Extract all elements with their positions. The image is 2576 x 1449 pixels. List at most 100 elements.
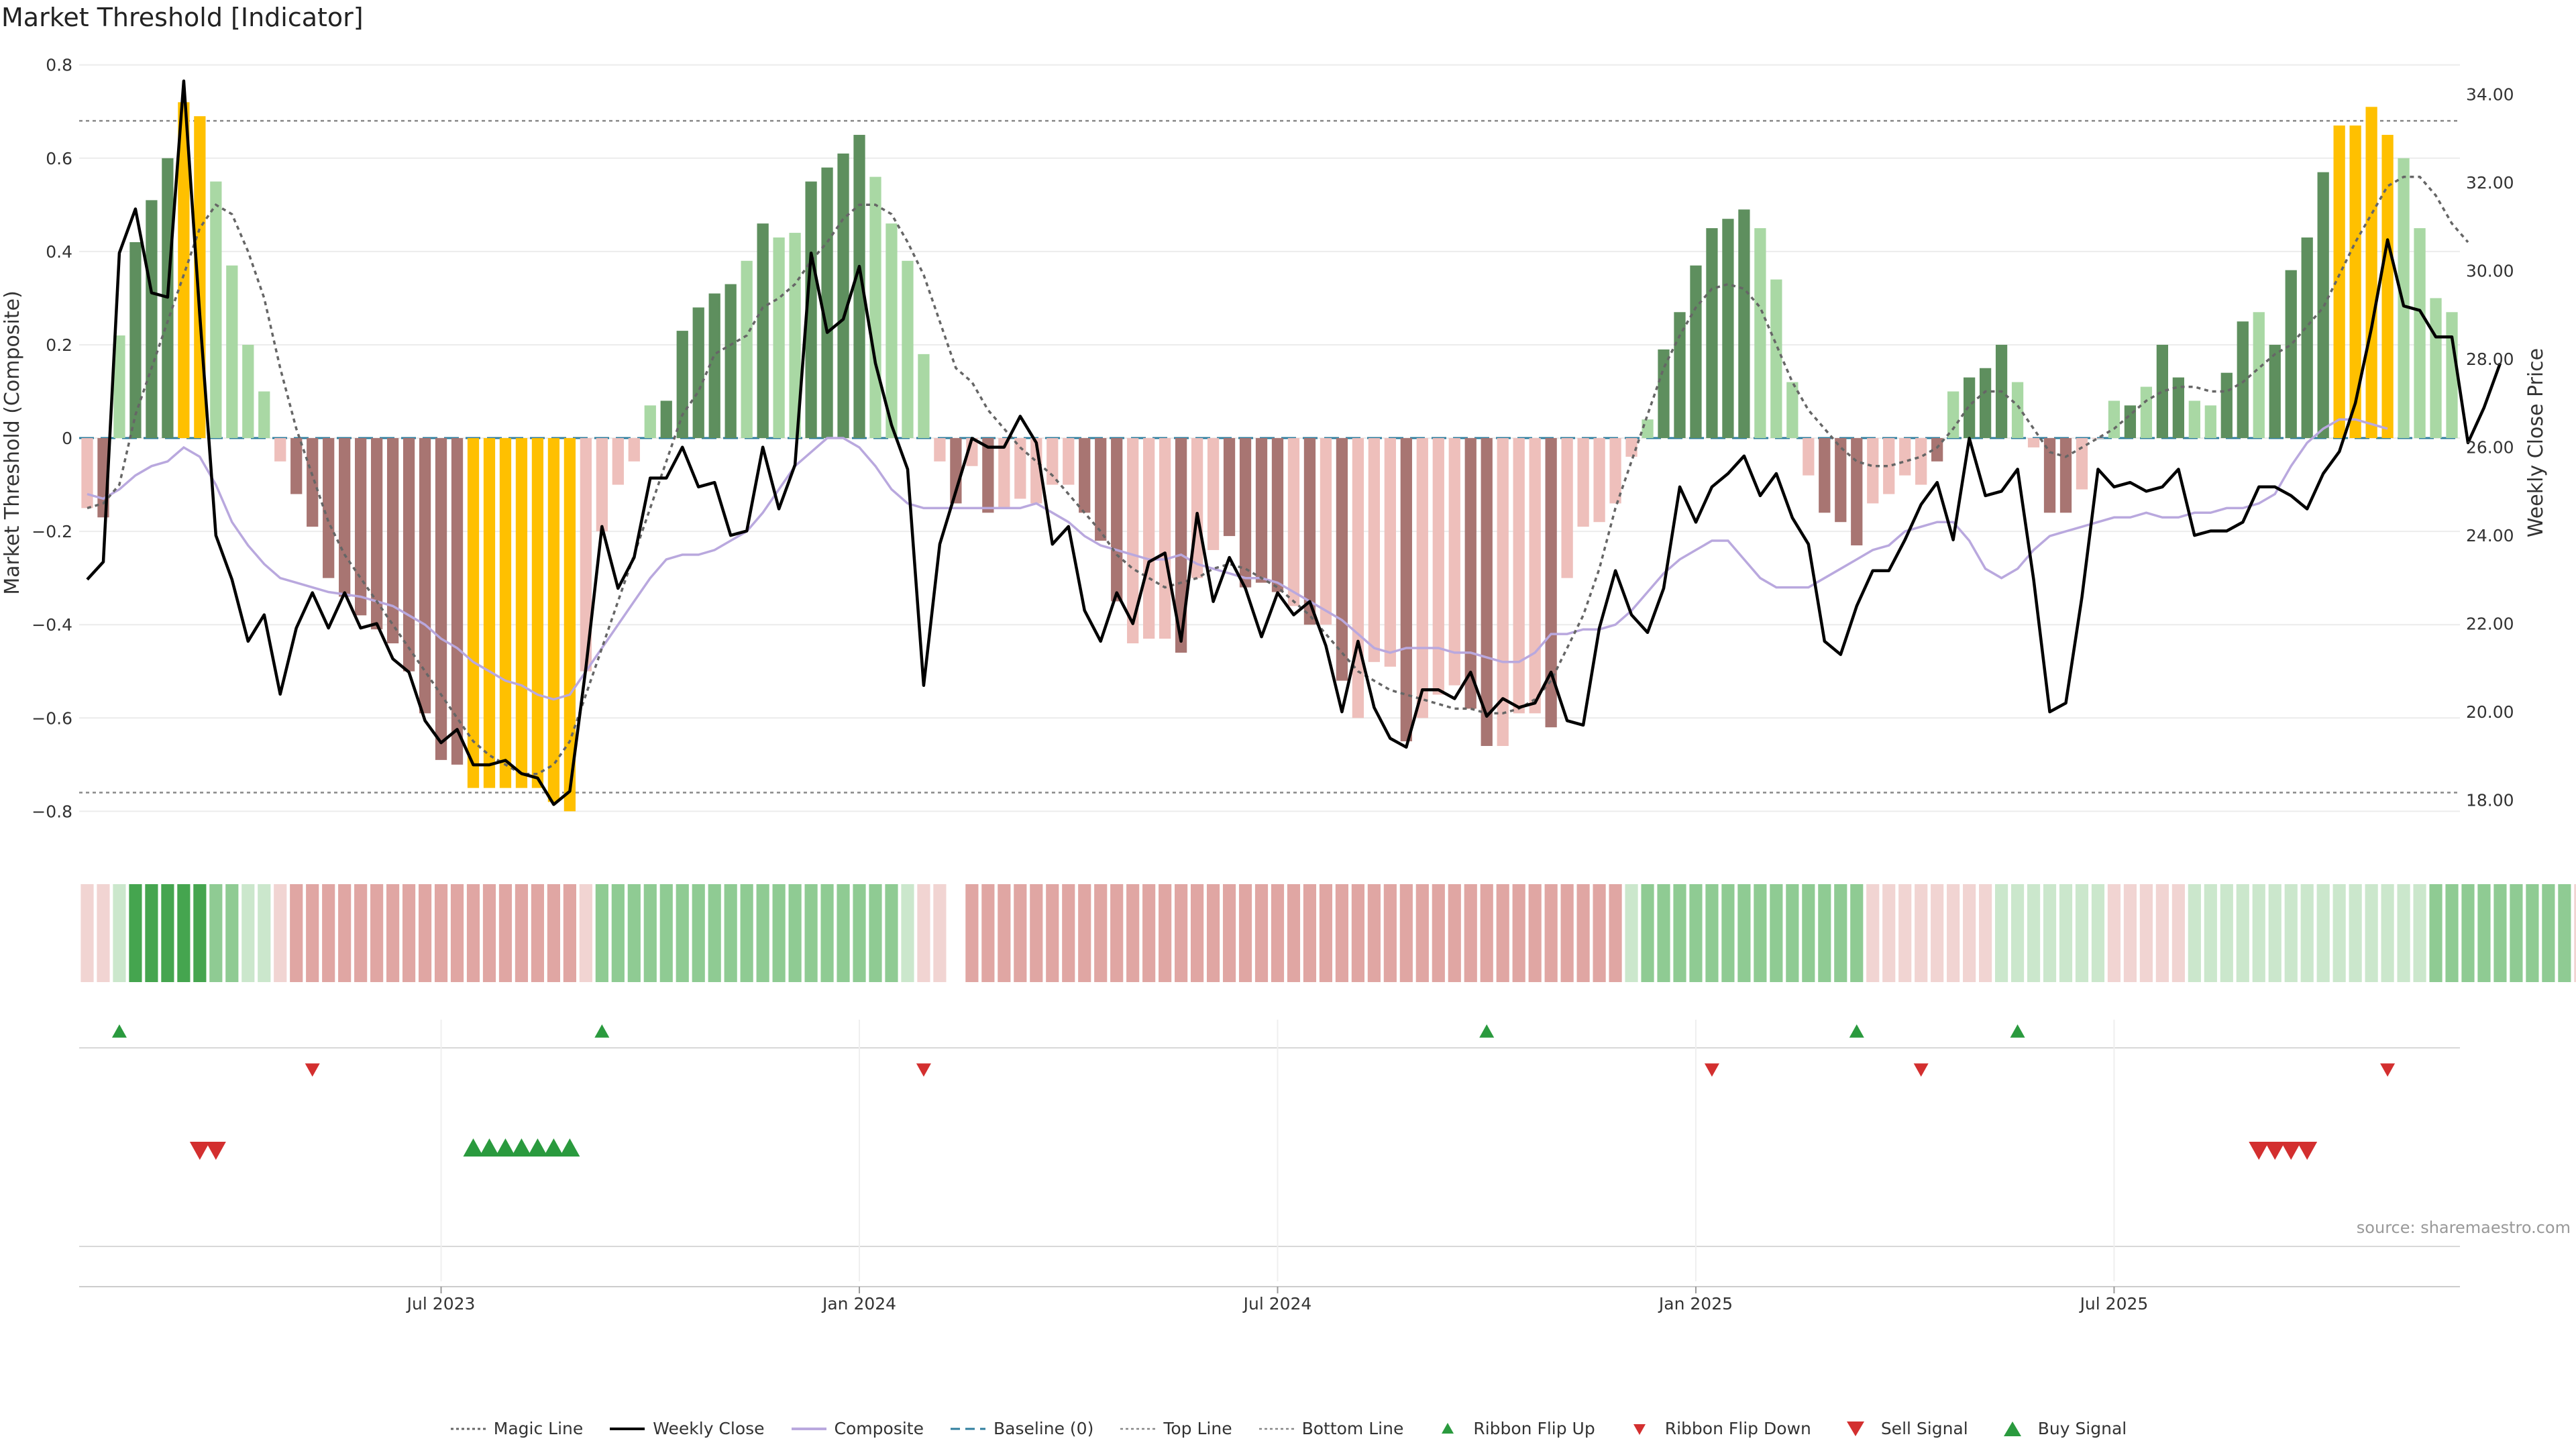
composite-bar — [1239, 438, 1252, 588]
legend-label: Ribbon Flip Up — [1473, 1419, 1595, 1438]
composite-bar — [1577, 438, 1589, 527]
dotted-gray-line-icon — [1258, 1419, 1295, 1438]
ribbon-cell — [2123, 884, 2137, 982]
ribbon-cell — [1367, 884, 1381, 982]
composite-bar — [1609, 438, 1621, 504]
composite-bar — [515, 438, 528, 788]
sell-signal-marker — [189, 1142, 210, 1160]
y2-tick-label: 22.00 — [2466, 614, 2514, 634]
composite-bar — [483, 438, 496, 788]
ribbon-cell — [1432, 884, 1445, 982]
composite-bar — [1513, 438, 1525, 714]
ribbon-cell — [611, 884, 625, 982]
ribbon-cell — [2188, 884, 2201, 982]
composite-bar — [226, 265, 238, 439]
composite-bar — [1432, 438, 1444, 695]
composite-bar — [178, 102, 190, 439]
legend-item-bottom-line: Bottom Line — [1258, 1419, 1403, 1438]
ribbon-flip-up-marker — [1479, 1024, 1495, 1038]
chart-title: Market Threshold [Indicator] — [1, 3, 364, 32]
ribbon-cell — [547, 884, 560, 982]
ribbon-cell — [2461, 884, 2475, 982]
composite-bar — [1223, 438, 1236, 537]
ribbon-cell — [1673, 884, 1686, 982]
composite-bar — [1320, 438, 1332, 625]
composite-bar — [129, 241, 142, 439]
legend-label: Buy Signal — [2037, 1419, 2127, 1438]
x-tick-label: Jul 2025 — [2079, 1294, 2149, 1313]
composite-bar — [2108, 400, 2121, 439]
ribbon-cell — [1464, 884, 1477, 982]
composite-bar — [1529, 438, 1541, 714]
composite-bar — [113, 335, 125, 439]
ribbon-cell — [1287, 884, 1301, 982]
ribbon-cell — [97, 884, 110, 982]
composite-bar — [1207, 438, 1220, 550]
signal-markers — [79, 1024, 2460, 1247]
ribbon-cell — [241, 884, 255, 982]
ribbon-cell — [837, 884, 850, 982]
ribbon-cell — [2252, 884, 2265, 982]
composite-bar — [2285, 270, 2297, 439]
composite-bar — [435, 438, 447, 760]
x-axis: Jul 2023 Jan 2024 Jul 2024 Jan 2025 Jul 2025 — [79, 1020, 2460, 1313]
composite-bar — [2156, 344, 2169, 439]
composite-bar — [1303, 438, 1316, 625]
ribbon-cell — [1609, 884, 1622, 982]
weekly-close-line — [86, 79, 2502, 806]
composite-bar — [1963, 377, 1976, 439]
composite-bar — [1545, 438, 1557, 728]
composite-bar — [1287, 438, 1300, 606]
composite-bar — [323, 438, 335, 578]
composite-bar — [1063, 438, 1075, 485]
x-tick-label: Jul 2024 — [1242, 1294, 1312, 1313]
source-note: source: sharemaestro.com — [2356, 1218, 2571, 1237]
ribbon-flip-down-marker — [916, 1063, 931, 1077]
ribbon-cell — [2139, 884, 2153, 982]
y2-tick-label: 26.00 — [2466, 438, 2514, 458]
ribbon-cell — [1641, 884, 1654, 982]
ribbon-cell — [981, 884, 995, 982]
y2-axis-label: Weekly Close Price — [2524, 348, 2548, 537]
composite-bar — [2430, 298, 2442, 439]
composite-bar — [531, 438, 544, 788]
sell-signal-marker — [205, 1142, 226, 1160]
ribbon-cell — [772, 884, 786, 982]
ribbon-cell — [161, 884, 174, 982]
composite-bar — [1352, 438, 1364, 718]
legend-label: Weekly Close — [653, 1419, 765, 1438]
ribbon-cell — [1383, 884, 1397, 982]
ribbon-cell — [177, 884, 191, 982]
ribbon-cell — [450, 884, 464, 982]
ribbon-cell — [498, 884, 513, 982]
ribbon-cell — [209, 884, 223, 982]
ribbon-cell — [1931, 884, 1944, 982]
composite-bars — [81, 102, 2458, 812]
composite-bar — [628, 438, 640, 462]
composite-bar — [2414, 228, 2426, 439]
composite-bar — [242, 344, 254, 439]
composite-bar — [1915, 438, 1927, 485]
composite-bar — [1143, 438, 1155, 639]
ribbon-cell — [1078, 884, 1091, 982]
ribbon-cell — [820, 884, 834, 982]
ribbon-cell — [418, 884, 432, 982]
composite-bar — [1851, 438, 1863, 545]
ribbon-cell — [1271, 884, 1285, 982]
composite-bar — [1159, 438, 1171, 639]
composite-bar — [1835, 438, 1847, 523]
ribbon-cell — [1593, 884, 1606, 982]
ribbon-cell — [1963, 884, 1976, 982]
composite-bar — [644, 405, 656, 439]
ribbon-cell — [80, 884, 94, 982]
composite-bar — [934, 438, 946, 462]
ribbon-cell — [1754, 884, 1767, 982]
dotted-gray-line-icon — [1119, 1419, 1157, 1438]
composite-bar — [2027, 438, 2040, 447]
ribbon-flip-down-marker — [305, 1063, 320, 1077]
legend-item-magic-line: Magic Line — [449, 1419, 583, 1438]
composite-bar — [660, 400, 672, 439]
composite-bar — [708, 293, 720, 439]
composite-bar — [564, 438, 576, 812]
ribbon-cell — [1770, 884, 1783, 982]
